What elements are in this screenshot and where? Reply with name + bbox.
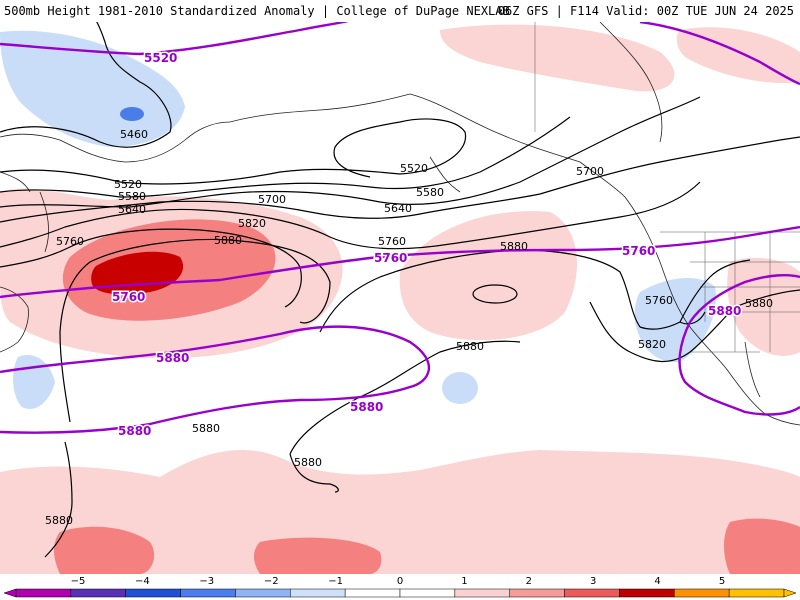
climo-label-5880-c: 5880 [118,424,151,438]
positive-anomaly-canada [676,27,800,83]
height-label-5460: 5460 [120,128,148,141]
height-label-5880-s3: 5880 [45,514,73,527]
height-label-5880-s2: 5880 [294,456,322,469]
height-label-5640-mid: 5640 [384,202,412,215]
height-label-5820-coast: 5820 [638,338,666,351]
climatology-labels: 5520 5760 5760 5760 5880 5880 5880 5880 [111,50,743,440]
negative-anomaly-bering [0,30,185,147]
height-contours [0,22,800,558]
colorbar-swatch [728,588,785,598]
climo-label-5880-a: 5880 [156,351,189,365]
anomaly-shading [0,24,800,574]
colorbar-swatch [290,588,346,598]
climo-label-5880-d: 5880 [708,304,741,318]
height-label-5520-top: 5520 [148,52,176,65]
map-title: 500mb Height 1981-2010 Standardized Anom… [4,4,510,18]
colorbar-swatches [3,588,797,598]
height-label-5640-low: 5640 [118,203,146,216]
height-label-5580-low: 5580 [118,190,146,203]
colorbar-tick-label: 5 [719,576,725,587]
colorbar-swatch [619,588,675,598]
negative-anomaly-west-small [13,354,56,410]
colorbar-swatch [180,588,236,598]
colorbar-swatch [564,588,620,598]
colorbar-swatch [509,588,565,598]
height-label-5520-mid: 5520 [400,162,428,175]
colorbar-swatch [125,588,181,598]
height-label-5700-ak: 5700 [576,165,604,178]
climo-label-5760-low: 5760 [112,290,145,304]
climo-label-5760-east: 5760 [622,244,655,258]
height-label-5880-hi: 5880 [456,340,484,353]
colorbar-swatch [15,588,72,598]
colorbar-tick-labels: −5 −4 −3 −2 −1 0 1 2 3 4 5 [71,576,726,587]
positive-anomaly-central-pacific [399,211,577,341]
colorbar-tick-label: 0 [397,576,403,587]
climo-label-5520: 5520 [144,51,177,65]
colorbar-tick-label: −1 [328,576,343,587]
colorbar-tick-label: 2 [526,576,532,587]
height-label-5880-sw: 5880 [745,297,773,310]
positive-anomaly-tropics-mid-e [724,518,800,574]
height-labels: 5520 5460 5520 5580 5640 5520 5580 5640 … [45,52,773,527]
negative-anomaly-core [120,107,144,121]
negative-anomaly-hawaii [442,372,478,404]
colorbar: −5 −4 −3 −2 −1 0 1 2 3 4 5 [3,576,797,598]
height-label-5760-coast: 5760 [645,294,673,307]
climo-label-5760: 5760 [374,251,407,265]
height-label-5820: 5820 [238,217,266,230]
colorbar-swatch [70,588,126,598]
height-label-5880-mid: 5880 [500,240,528,253]
colorbar-min-arrow [3,588,17,598]
colorbar-swatch [674,588,730,598]
colorbar-tick-label: −2 [264,576,279,587]
colorbar-swatch [454,588,510,598]
colorbar-tick-label: −5 [71,576,86,587]
colorbar-swatch [399,588,456,598]
anomaly-map: 5520 5460 5520 5580 5640 5520 5580 5640 … [0,22,800,574]
height-label-5760-mid: 5760 [378,235,406,248]
model-valid-time: 06Z GFS | F114 Valid: 00Z TUE JUN 24 202… [497,4,794,18]
height-label-5580-mid: 5580 [416,186,444,199]
colorbar-tick-label: −3 [199,576,214,587]
colorbar-tick-label: 3 [590,576,596,587]
political-borders [534,22,800,353]
positive-anomaly-tropics-mid-c [254,537,382,574]
colorbar-tick-label: 1 [461,576,467,587]
colorbar-swatch [235,588,291,598]
height-label-5880-w: 5880 [214,234,242,247]
climatology-contours [0,22,800,434]
height-label-5880-s1: 5880 [192,422,220,435]
colorbar-swatch [344,588,401,598]
negative-anomaly-california [634,277,716,363]
positive-anomaly-gulf-alaska [440,24,675,92]
colorbar-tick-label: 4 [654,576,660,587]
height-label-5760-w: 5760 [56,235,84,248]
height-label-5700-mid: 5700 [258,193,286,206]
climo-label-5880-b: 5880 [350,400,383,414]
positive-anomaly-tropics-mid-w [54,526,155,574]
positive-anomaly-tropics [0,450,800,574]
colorbar-tick-label: −4 [135,576,150,587]
colorbar-max-arrow [783,588,797,598]
height-label-5520-low: 5520 [114,178,142,191]
